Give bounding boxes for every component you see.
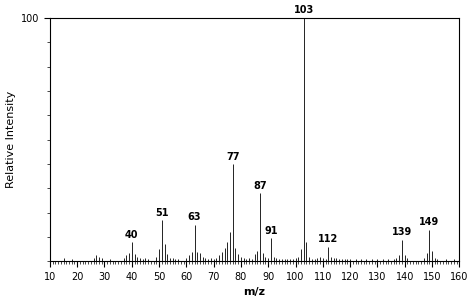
Text: 51: 51 bbox=[155, 208, 169, 218]
Text: 112: 112 bbox=[318, 235, 338, 245]
Y-axis label: Relative Intensity: Relative Intensity bbox=[6, 91, 16, 188]
Text: 87: 87 bbox=[253, 181, 267, 191]
Text: 40: 40 bbox=[125, 230, 138, 240]
Text: 91: 91 bbox=[264, 226, 278, 236]
Text: 149: 149 bbox=[419, 217, 439, 227]
Text: 103: 103 bbox=[293, 5, 314, 15]
X-axis label: m/z: m/z bbox=[244, 288, 265, 298]
Text: 77: 77 bbox=[226, 152, 239, 161]
Text: 63: 63 bbox=[188, 212, 201, 222]
Text: 139: 139 bbox=[392, 227, 412, 237]
